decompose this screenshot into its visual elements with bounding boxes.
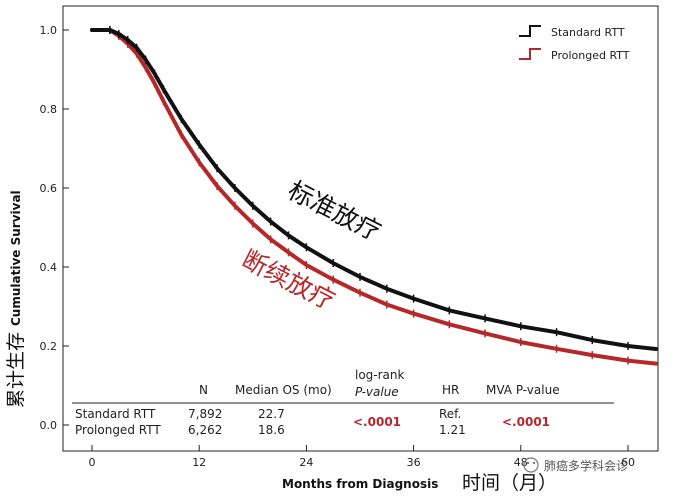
x-tick-label: 0 <box>89 456 96 469</box>
table-header-logrank: log-rank <box>355 368 405 382</box>
y-axis-ticks: 0.0 0.2 0.4 0.6 0.8 1.0 <box>40 24 69 432</box>
y-tick-label: 0.4 <box>40 261 58 274</box>
table-header-median: Median OS (mo) <box>235 383 332 397</box>
legend-prolonged-icon <box>519 48 541 60</box>
row-standard-hr: Ref. <box>439 407 461 421</box>
legend-standard-label: Standard RTT <box>551 26 625 39</box>
wechat-icon-dot-2 <box>532 461 536 465</box>
stats-table: N Median OS (mo) log-rank P-value HR MVA… <box>72 368 614 437</box>
y-tick-label: 0.2 <box>40 340 58 353</box>
table-header-hr: HR <box>442 383 459 397</box>
x-tick-label: 24 <box>299 456 313 469</box>
row-prolonged-n: 6,262 <box>188 423 222 437</box>
watermark: 肺癌多学科会诊 <box>523 457 628 473</box>
survival-curves <box>90 26 658 366</box>
legend-standard-icon <box>519 25 541 37</box>
row-standard-median: 22.7 <box>258 407 285 421</box>
watermark-text: 肺癌多学科会诊 <box>544 458 628 473</box>
y-axis-title-en: Cumulative Survival <box>9 190 23 326</box>
wechat-icon-dot <box>526 461 530 465</box>
x-tick-label: 12 <box>192 456 206 469</box>
row-prolonged-label: Prolonged RTT <box>75 423 161 437</box>
x-tick-label: 36 <box>407 456 421 469</box>
x-axis-title-cn: 时间（月） <box>462 472 557 494</box>
row-standard-n: 7,892 <box>188 407 222 421</box>
x-axis-ticks: 0 12 24 36 48 60 <box>89 445 635 469</box>
wechat-icon <box>523 457 539 473</box>
table-header-mva: MVA P-value <box>486 383 560 397</box>
mva-p-value: <.0001 <box>502 415 550 429</box>
row-standard-label: Standard RTT <box>75 407 156 421</box>
logrank-p-value: <.0001 <box>353 415 401 429</box>
legend: Standard RTT Prolonged RTT <box>519 25 630 62</box>
y-tick-label: 0.8 <box>40 103 58 116</box>
row-prolonged-median: 18.6 <box>258 423 285 437</box>
y-tick-label: 0.6 <box>40 182 58 195</box>
x-tick-label: 48 <box>514 456 528 469</box>
table-header-n: N <box>199 383 208 397</box>
legend-prolonged-label: Prolonged RTT <box>551 49 630 62</box>
y-axis-title-cn: 累计生存 <box>5 332 27 408</box>
plot-frame <box>62 5 659 452</box>
y-tick-label: 1.0 <box>40 24 58 37</box>
x-axis-title-en: Months from Diagnosis <box>282 477 438 491</box>
x-tick-label: 60 <box>621 456 635 469</box>
y-tick-label: 0.0 <box>40 419 58 432</box>
table-header-pvalue: P-value <box>355 385 399 399</box>
y-axis-title: 累计生存 Cumulative Survival <box>5 190 27 408</box>
row-prolonged-hr: 1.21 <box>439 423 466 437</box>
